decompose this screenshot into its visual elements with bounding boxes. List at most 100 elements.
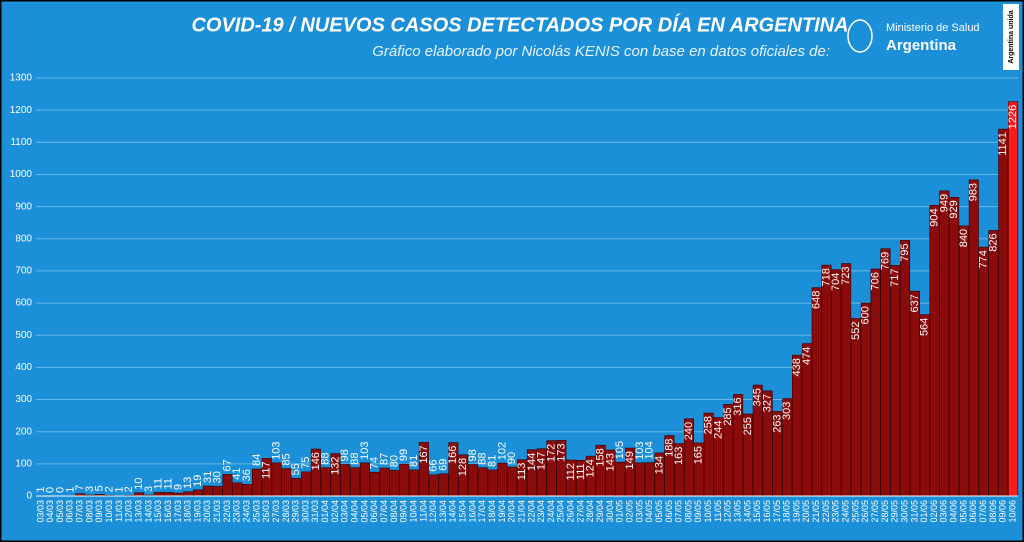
bar	[153, 492, 164, 497]
value-label: 1	[113, 487, 125, 493]
x-tick-label: 07/05	[674, 500, 684, 523]
y-tick-label: 500	[15, 330, 32, 341]
x-tick-label: 15/04	[458, 500, 468, 523]
value-label: 55	[290, 463, 302, 475]
value-label: 104	[644, 441, 656, 459]
value-label: 81	[408, 455, 420, 467]
x-tick-label: 21/04	[516, 500, 526, 523]
x-tick-label: 08/04	[389, 500, 399, 523]
value-label: 134	[653, 456, 665, 474]
x-tick-label: 04/05	[644, 500, 654, 523]
bar	[968, 179, 979, 497]
value-label: 9	[172, 484, 184, 490]
value-label: 552	[850, 322, 862, 340]
x-tick-label: 02/05	[624, 500, 634, 523]
bar	[487, 469, 498, 497]
value-label: 112	[565, 463, 577, 481]
x-tick-label: 25/04	[556, 500, 566, 523]
bar	[831, 269, 842, 497]
value-label: 113	[516, 463, 528, 481]
value-label: 438	[791, 358, 803, 376]
x-tick-label: 21/05	[811, 500, 821, 523]
x-tick-label: 10/05	[703, 500, 713, 523]
value-label: 904	[928, 208, 940, 226]
value-label: 13	[182, 477, 194, 489]
x-tick-label: 06/04	[369, 500, 379, 523]
value-label: 66	[428, 460, 440, 472]
bar	[399, 463, 410, 497]
value-label: 117	[261, 461, 273, 479]
value-label: 167	[418, 445, 430, 463]
x-tick-label: 07/06	[978, 500, 988, 523]
value-label: 795	[899, 243, 911, 261]
value-label: 0	[54, 487, 66, 493]
x-tick-label: 16/05	[762, 500, 772, 523]
value-label: 69	[437, 459, 449, 471]
bar	[900, 240, 911, 497]
bar	[291, 478, 302, 497]
value-label: 85	[280, 453, 292, 465]
value-label: 103	[270, 442, 282, 460]
x-tick-label: 26/05	[860, 500, 870, 523]
x-tick-label: 31/05	[909, 500, 919, 523]
x-tick-label: 03/03	[35, 500, 45, 523]
x-tick-label: 06/06	[968, 500, 978, 523]
bar	[271, 462, 282, 497]
x-tick-label: 11/04	[418, 500, 428, 522]
x-tick-label: 20/05	[801, 500, 811, 523]
value-label: 128	[457, 458, 469, 476]
value-label: 474	[801, 347, 813, 365]
bar	[998, 128, 1009, 497]
value-label: 723	[840, 267, 852, 285]
value-label: 718	[820, 268, 832, 286]
value-label: 74	[369, 457, 381, 469]
x-tick-label: 03/05	[634, 500, 644, 523]
bar	[929, 205, 940, 497]
bar	[850, 318, 861, 497]
value-label: 704	[830, 273, 842, 291]
value-label: 2	[104, 486, 116, 492]
value-label: 7	[74, 485, 86, 491]
x-tick-label: 29/04	[595, 500, 605, 523]
x-tick-label: 25/05	[850, 500, 860, 523]
value-label: 84	[251, 454, 263, 466]
bar	[301, 471, 312, 497]
x-tick-label: 23/04	[536, 500, 546, 523]
x-tick-label: 14/05	[742, 500, 752, 523]
value-label: 19	[192, 475, 204, 487]
bar	[409, 469, 420, 497]
x-tick-label: 23/05	[831, 500, 841, 523]
x-tick-label: 23/03	[232, 500, 242, 523]
value-label: 303	[781, 402, 793, 420]
x-tick-label: 19/03	[192, 500, 202, 523]
value-label: 258	[703, 416, 715, 434]
bar	[821, 264, 832, 497]
x-tick-label: 02/06	[929, 500, 939, 523]
value-label: 1	[64, 487, 76, 493]
bar	[860, 302, 871, 497]
bar	[958, 225, 970, 497]
x-tick-label: 10/04	[408, 500, 418, 523]
value-label: 244	[712, 421, 724, 439]
value-label: 88	[320, 452, 332, 464]
value-label: 88	[349, 452, 361, 464]
x-tick-label: 05/04	[359, 500, 369, 523]
value-label: 105	[614, 441, 626, 459]
value-label: 929	[948, 200, 960, 218]
value-label: 345	[752, 388, 764, 406]
x-tick-label: 05/05	[654, 500, 664, 523]
x-tick-label: 22/04	[526, 500, 536, 523]
x-tick-label: 01/04	[320, 500, 330, 523]
value-label: 147	[536, 452, 548, 470]
x-tick-label: 01/05	[615, 500, 625, 523]
x-tick-label: 07/04	[379, 500, 389, 523]
bar	[163, 492, 174, 497]
value-label: 564	[919, 318, 931, 336]
x-tick-label: 26/04	[566, 500, 576, 523]
value-label: 87	[379, 453, 391, 465]
value-label: 1226	[1007, 105, 1019, 129]
x-tick-label: 27/03	[271, 500, 281, 523]
x-tick-label: 24/04	[546, 500, 556, 523]
x-tick-label: 08/05	[683, 500, 693, 523]
logo-line2: Argentina	[886, 37, 957, 54]
